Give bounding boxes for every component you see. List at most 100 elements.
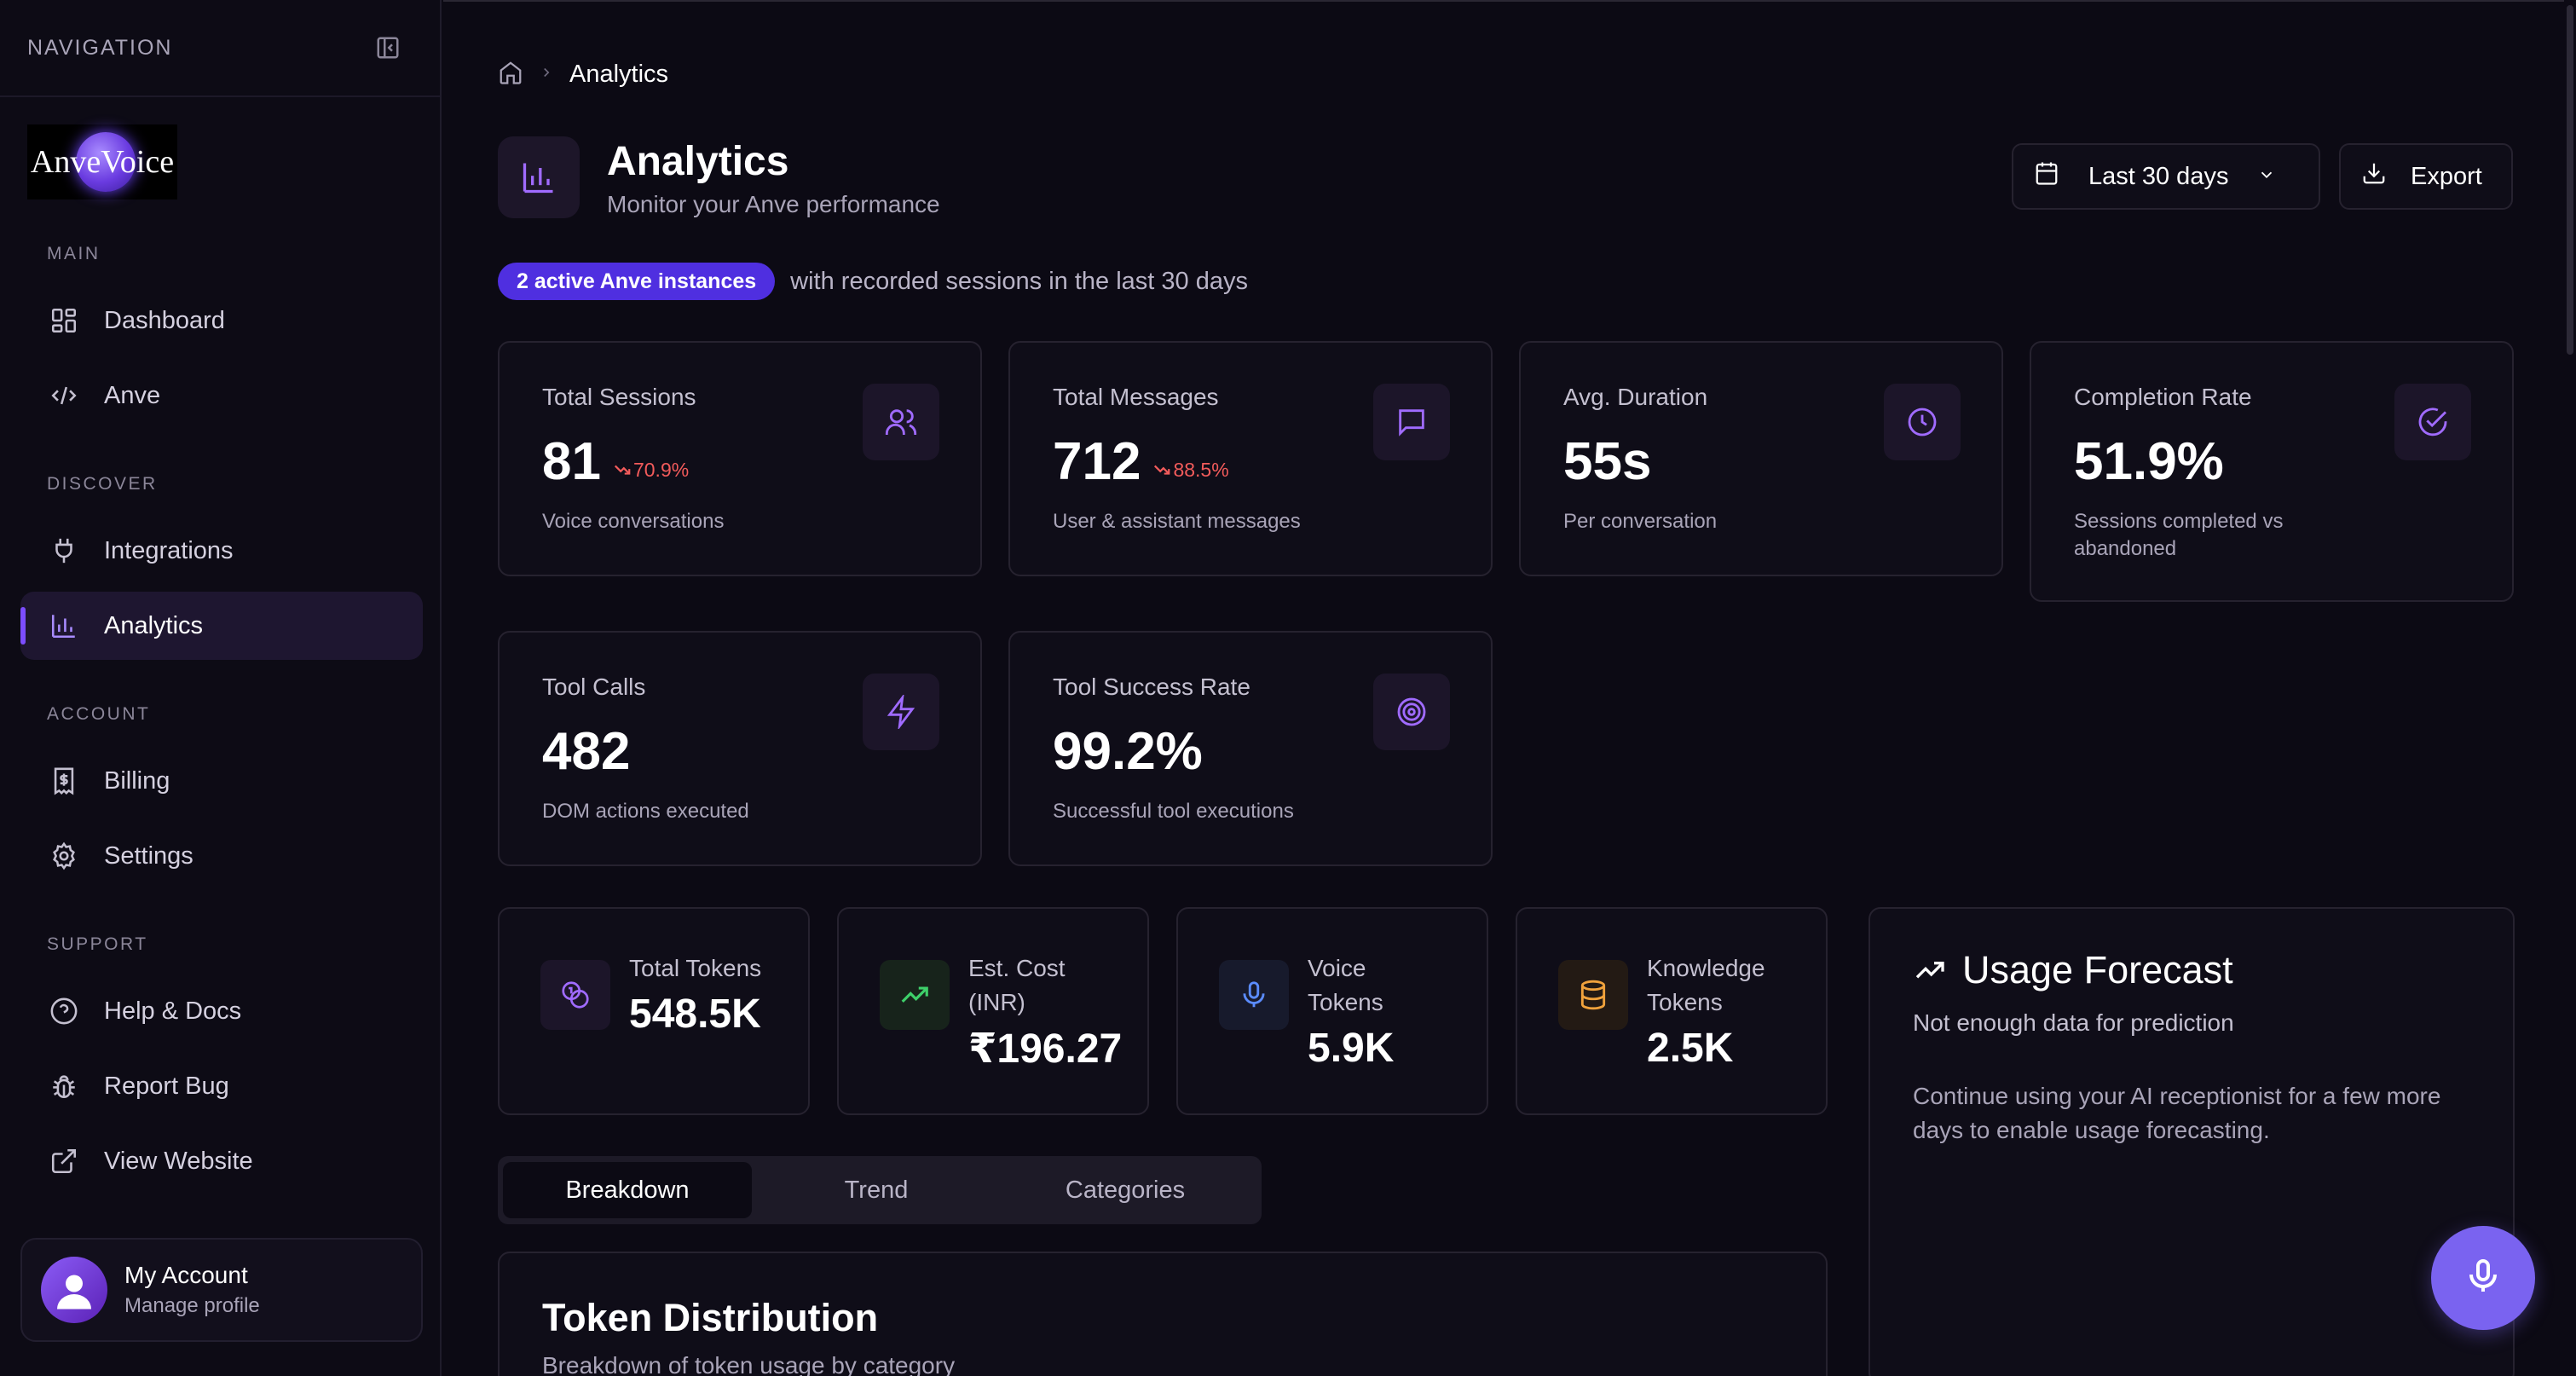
stat-label: Total Sessions [542, 384, 696, 410]
stat-value: 712 88.5% [1053, 431, 1229, 492]
section-main: MAIN [47, 244, 101, 263]
logo-text: AnveVoice [30, 144, 175, 180]
token-card-cost: Est. Cost (INR) ₹196.27 [837, 907, 1149, 1115]
bug-icon [48, 1070, 80, 1102]
anvevoice-logo[interactable]: AnveVoice [27, 124, 177, 199]
token-value: 2.5K [1647, 1026, 1734, 1071]
calendar-icon [2034, 160, 2059, 193]
stat-label: Tool Success Rate [1053, 674, 1250, 700]
sidebar-item-integrations[interactable]: Integrations [20, 517, 423, 585]
sidebar-item-label: Anve [104, 381, 161, 409]
stat-number: 482 [542, 722, 631, 781]
token-card-knowledge: Knowledge Tokens 2.5K [1516, 907, 1828, 1115]
sidebar-item-analytics[interactable]: Analytics [20, 592, 423, 660]
distribution-title: Token Distribution [542, 1296, 879, 1339]
home-icon[interactable] [498, 60, 523, 90]
sidebar-item-label: Billing [104, 766, 170, 795]
code-icon [48, 379, 80, 412]
stat-description: Per conversation [1563, 510, 1718, 533]
section-discover: DISCOVER [47, 474, 158, 494]
stat-value: 55s [1563, 431, 1651, 492]
trending-up-icon [880, 960, 950, 1030]
stat-number: 99.2% [1053, 722, 1203, 781]
dashboard-icon [48, 304, 80, 337]
stat-number: 81 [542, 432, 601, 491]
plug-icon [48, 535, 80, 567]
instances-text: with recorded sessions in the last 30 da… [790, 267, 1248, 295]
token-label: Voice Tokens [1308, 955, 1383, 1015]
collapse-sidebar-icon[interactable] [373, 33, 402, 62]
page-title: Analytics [607, 139, 789, 184]
sidebar-item-label: Help & Docs [104, 997, 242, 1025]
analytics-icon [498, 136, 580, 218]
stat-card-tool-calls: Tool Calls 482 DOM actions executed [498, 631, 982, 866]
tab-breakdown[interactable]: Breakdown [503, 1162, 752, 1218]
sidebar-item-billing[interactable]: Billing [20, 747, 423, 815]
sidebar-item-dashboard[interactable]: Dashboard [20, 286, 423, 355]
sidebar-item-settings[interactable]: Settings [20, 822, 423, 890]
stat-label: Completion Rate [2074, 384, 2252, 410]
stat-card-messages: Total Messages 712 88.5% User & assistan… [1008, 341, 1493, 576]
token-card-voice: Voice Tokens 5.9K [1176, 907, 1488, 1115]
section-account: ACCOUNT [47, 704, 151, 724]
sidebar-item-label: Settings [104, 841, 193, 870]
stat-description: Sessions completed vs abandoned [2074, 510, 2284, 560]
tab-categories[interactable]: Categories [1065, 1176, 1186, 1204]
date-range-select[interactable]: Last 30 days [2012, 143, 2320, 210]
sidebar-item-view-website[interactable]: View Website [20, 1127, 423, 1195]
target-icon [1373, 674, 1450, 750]
stat-change-value: 70.9% [632, 458, 690, 481]
analytics-tabs: Breakdown Trend Categories [498, 1156, 1262, 1224]
stat-label: Avg. Duration [1563, 384, 1708, 410]
stat-value: 51.9% [2074, 431, 2224, 492]
page-scrollbar[interactable] [2564, 0, 2576, 1376]
main-content: Analytics Analytics Monitor your Anve pe… [443, 0, 2576, 1376]
users-icon [863, 384, 939, 460]
sidebar-item-anve[interactable]: Anve [20, 361, 423, 430]
microphone-icon [2463, 1256, 2504, 1301]
trend-down-icon [614, 465, 631, 475]
export-button[interactable]: Export [2339, 143, 2513, 210]
sidebar-item-label: Dashboard [104, 306, 225, 334]
token-distribution-card: Token Distribution Breakdown of token us… [498, 1252, 1828, 1376]
sidebar-item-help[interactable]: Help & Docs [20, 977, 423, 1045]
breadcrumb: Analytics [498, 60, 668, 90]
coins-icon [540, 960, 610, 1030]
stat-change-value: 88.5% [1173, 458, 1229, 481]
stat-card-sessions: Total Sessions 81 70.9% Voice conversati… [498, 341, 982, 576]
tab-trend[interactable]: Trend [844, 1176, 909, 1204]
token-value: 548.5K [629, 992, 761, 1037]
forecast-title: Usage Forecast [1913, 948, 2233, 992]
database-icon [1558, 960, 1628, 1030]
stat-number: 712 [1053, 432, 1141, 491]
gear-icon [48, 840, 80, 872]
help-circle-icon [48, 995, 80, 1027]
usage-forecast-card: Usage Forecast Not enough data for predi… [1868, 907, 2515, 1376]
stat-number: 51.9% [2074, 432, 2224, 491]
bar-chart-icon [48, 610, 80, 642]
stat-card-tool-success: Tool Success Rate 99.2% Successful tool … [1008, 631, 1493, 866]
token-value: 5.9K [1308, 1026, 1395, 1071]
breadcrumb-current: Analytics [569, 61, 669, 88]
scrollbar-thumb[interactable] [2567, 5, 2573, 355]
account-card[interactable]: My Account Manage profile [20, 1238, 423, 1342]
stat-change: 70.9% [613, 459, 689, 482]
token-label: Est. Cost (INR) [968, 955, 1066, 1015]
sidebar-title: NAVIGATION [27, 35, 173, 60]
forecast-title-text: Usage Forecast [1962, 948, 2233, 992]
download-icon [2361, 160, 2387, 193]
sidebar-item-report-bug[interactable]: Report Bug [20, 1052, 423, 1120]
stat-card-duration: Avg. Duration 55s Per conversation [1519, 341, 2003, 576]
voice-assistant-button[interactable] [2431, 1226, 2535, 1330]
forecast-body: Continue using your AI receptionist for … [1913, 1083, 2441, 1143]
token-label: Knowledge Tokens [1647, 955, 1765, 1015]
clock-icon [1884, 384, 1961, 460]
forecast-subtitle: Not enough data for prediction [1913, 1009, 2234, 1036]
export-label: Export [2411, 162, 2482, 190]
stat-description: DOM actions executed [542, 800, 749, 823]
sidebar-header: NAVIGATION [0, 0, 440, 97]
date-range-label: Last 30 days [2088, 162, 2229, 190]
token-card-total: Total Tokens 548.5K [498, 907, 810, 1115]
token-label: Total Tokens [629, 955, 762, 981]
trending-up-icon [1915, 962, 1944, 979]
